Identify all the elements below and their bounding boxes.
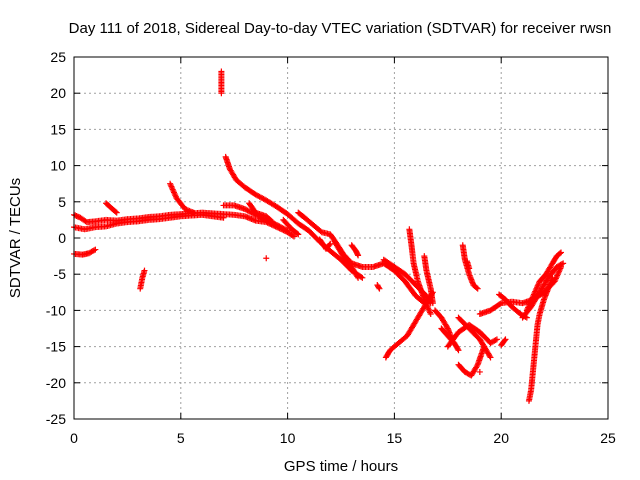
chart-title: Day 111 of 2018, Sidereal Day-to-day VTE… bbox=[69, 20, 612, 37]
data-point bbox=[560, 260, 567, 267]
grid bbox=[74, 57, 608, 419]
data-point bbox=[291, 233, 298, 240]
data-point bbox=[283, 227, 290, 234]
data-point bbox=[421, 300, 428, 307]
y-tick-label: -10 bbox=[46, 302, 66, 318]
y-tick-label: 15 bbox=[50, 121, 66, 137]
data-point bbox=[466, 265, 473, 272]
data-point bbox=[473, 284, 480, 291]
data-point bbox=[263, 255, 270, 262]
data-point bbox=[376, 285, 383, 292]
data-point bbox=[443, 324, 450, 331]
data-point bbox=[501, 337, 508, 344]
data-point bbox=[455, 347, 462, 354]
data-point bbox=[476, 368, 483, 375]
data-point bbox=[190, 209, 197, 216]
data-point bbox=[375, 284, 382, 291]
y-axis-label: SDTVAR / TECUs bbox=[7, 178, 24, 298]
data-point bbox=[294, 230, 301, 237]
y-tick-label: -25 bbox=[46, 411, 66, 427]
y-tick-label: 20 bbox=[50, 85, 66, 101]
data-points bbox=[71, 68, 567, 404]
data-point bbox=[492, 337, 499, 344]
data-point bbox=[327, 240, 334, 247]
data-point bbox=[92, 246, 99, 253]
tick-labels: 0 5 10 15 20 25 -25 -20 -15 -10 -5 0 5 10 15 20 25 bbox=[46, 49, 616, 446]
data-point bbox=[220, 214, 227, 221]
y-tick-label: 5 bbox=[58, 194, 66, 210]
data-point bbox=[82, 218, 89, 225]
data-point bbox=[289, 232, 296, 239]
data-point bbox=[269, 219, 276, 226]
data-point bbox=[91, 247, 98, 254]
data-point bbox=[420, 299, 427, 306]
y-tick-label: -15 bbox=[46, 339, 66, 355]
data-point bbox=[355, 252, 362, 259]
data-point bbox=[486, 353, 493, 360]
data-point bbox=[493, 336, 500, 343]
data-point bbox=[497, 300, 504, 307]
data-point bbox=[558, 249, 565, 256]
x-tick-label: 15 bbox=[387, 430, 403, 446]
data-point bbox=[355, 274, 362, 281]
x-tick-label: 5 bbox=[177, 430, 185, 446]
y-tick-label: 25 bbox=[50, 49, 66, 65]
x-tick-label: 20 bbox=[493, 430, 509, 446]
x-tick-label: 10 bbox=[280, 430, 296, 446]
data-point bbox=[427, 311, 434, 318]
y-tick-label: 0 bbox=[58, 230, 66, 246]
data-point bbox=[317, 228, 324, 235]
x-axis-label: GPS time / hours bbox=[284, 458, 398, 475]
plot-border bbox=[73, 56, 609, 420]
data-point bbox=[113, 209, 120, 216]
data-point bbox=[429, 300, 436, 307]
data-point bbox=[473, 363, 480, 370]
data-point bbox=[218, 90, 225, 97]
y-tick-label: -20 bbox=[46, 375, 66, 391]
data-point bbox=[474, 285, 481, 292]
data-point bbox=[326, 241, 333, 248]
y-tick-label: -5 bbox=[54, 266, 67, 282]
data-point bbox=[284, 227, 291, 234]
data-point bbox=[454, 346, 461, 353]
data-point bbox=[558, 261, 565, 268]
x-tick-label: 0 bbox=[70, 430, 78, 446]
data-point bbox=[502, 336, 509, 343]
data-point bbox=[354, 273, 361, 280]
data-point bbox=[295, 231, 302, 238]
data-point bbox=[268, 218, 275, 225]
y-tick-label: 10 bbox=[50, 158, 66, 174]
x-tick-label: 25 bbox=[600, 430, 616, 446]
data-point bbox=[487, 354, 494, 361]
data-point bbox=[556, 250, 563, 257]
data-point bbox=[481, 343, 488, 350]
data-point bbox=[141, 267, 148, 274]
data-point bbox=[112, 208, 119, 215]
